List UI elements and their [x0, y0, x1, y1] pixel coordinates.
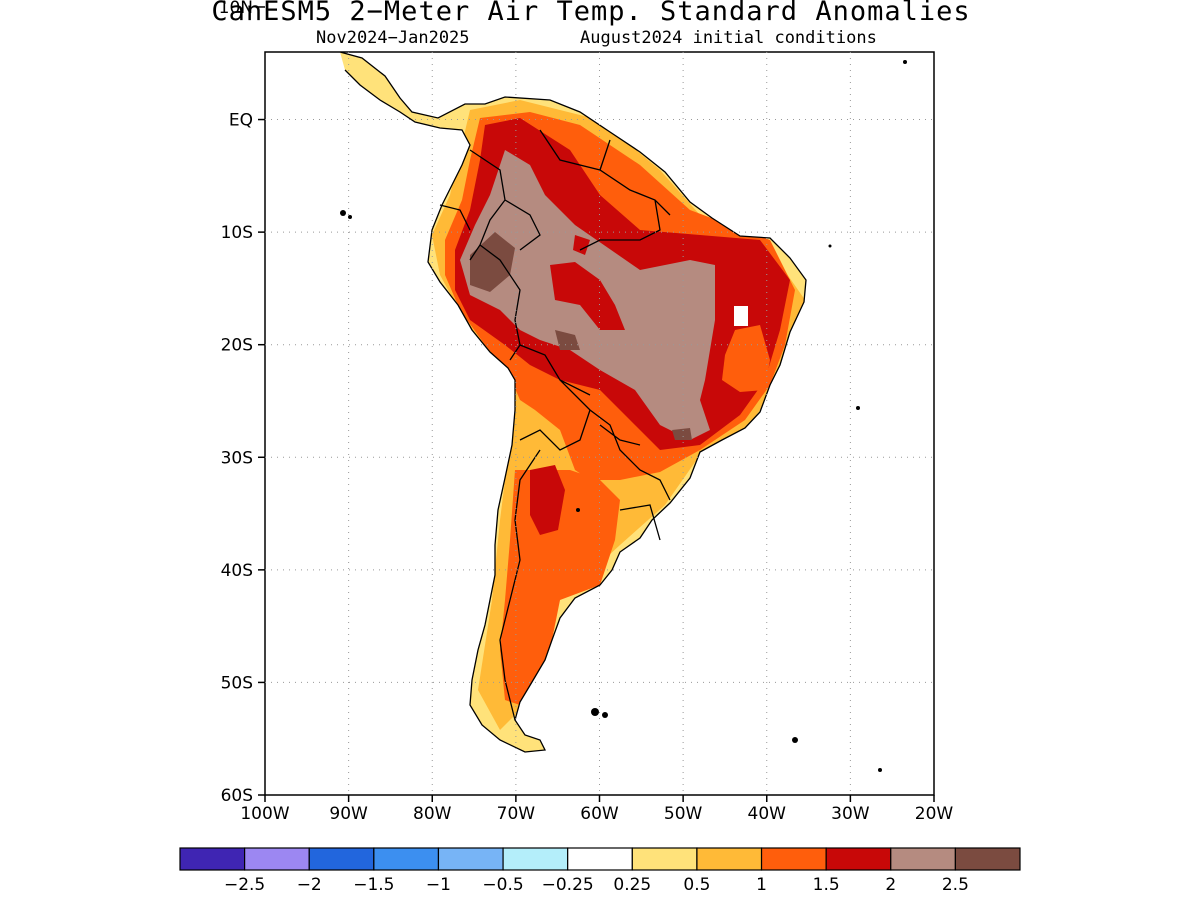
colorbar-swatch	[567, 847, 633, 871]
colorbar-swatch	[308, 847, 375, 871]
missing-data-cell	[734, 306, 748, 326]
colorbar-swatch	[437, 847, 504, 871]
colorbar-label: −1	[426, 875, 451, 895]
lat-tick-label: 40S	[221, 561, 253, 581]
colorbar-swatch	[502, 847, 569, 871]
anomaly-region-1.5-pocket	[722, 325, 770, 392]
lon-tick-label: 30W	[831, 804, 870, 824]
map-axes: 100W 90W 80W 70W 60W 50W 40W 30W 20W 10N EQ 10S 20S 3…	[219, 0, 954, 824]
lon-tick-label: 80W	[413, 804, 452, 824]
lat-tick-label: 10S	[221, 223, 253, 243]
map-title: CanESM5 2−Meter Air Temp. Standard Anoma…	[211, 0, 971, 27]
lat-tick-label: 20S	[221, 336, 253, 356]
lon-tick-label: 90W	[329, 804, 368, 824]
colorbar-swatch	[954, 847, 1021, 871]
island-markers	[340, 60, 907, 772]
colorbar-swatch	[244, 847, 310, 871]
lat-tick-label: 10N	[219, 0, 253, 18]
lat-tick-label: 30S	[221, 448, 253, 468]
lon-tick-label: 60W	[580, 804, 619, 824]
colorbar-swatch	[825, 847, 892, 871]
lat-tick-label: 60S	[221, 786, 253, 806]
lon-tick-label: 40W	[748, 804, 787, 824]
colorbar-label: 1.5	[813, 875, 840, 895]
lat-tick-label: EQ	[229, 111, 253, 131]
lon-tick-label: 100W	[240, 804, 289, 824]
colorbar-swatch	[179, 847, 246, 871]
anomaly-region-2-pocket	[550, 235, 625, 330]
colorbar-label: 0.25	[613, 875, 651, 895]
colorbar-label: −0.5	[482, 875, 523, 895]
colorbar-label: 2.5	[942, 875, 969, 895]
colorbar-swatch	[696, 847, 763, 871]
colorbar-swatch	[373, 847, 440, 871]
colorbar-label: −1.5	[353, 875, 394, 895]
coastlines	[339, 52, 807, 753]
colorbar-label: 1	[756, 875, 767, 895]
colorbar-swatch	[631, 847, 698, 871]
forecast-period: Nov2024−Jan2025	[316, 28, 470, 48]
colorbar-label: −0.25	[542, 875, 594, 895]
anomaly-region-max	[470, 232, 692, 440]
lon-tick-label: 70W	[497, 804, 536, 824]
colorbar-label: −2	[297, 875, 322, 895]
colorbar-swatch	[890, 847, 956, 871]
colorbar: −2.5 −2 −1.5 −1 −0.5 −0.25 0.25 0.5 1 1.5 2 2.5	[179, 847, 1021, 895]
colorbar-swatch	[760, 847, 827, 871]
colorbar-label: 0.5	[683, 875, 710, 895]
initial-conditions: August2024 initial conditions	[580, 28, 877, 48]
colorbar-label: 2	[885, 875, 896, 895]
lat-tick-label: 50S	[221, 673, 253, 693]
lon-tick-label: 50W	[664, 804, 703, 824]
lon-tick-label: 20W	[915, 804, 954, 824]
colorbar-label: −2.5	[224, 875, 265, 895]
